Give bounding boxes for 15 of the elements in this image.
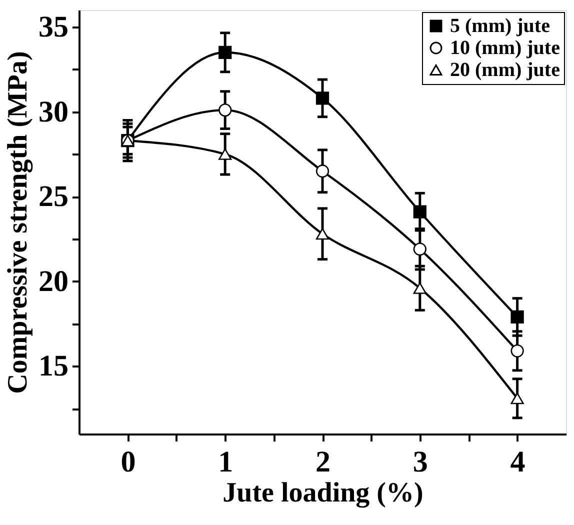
y-tick-label: 20: [38, 264, 68, 298]
legend-label: 20 (mm) jute: [450, 59, 560, 81]
y-tick-label: 25: [38, 180, 68, 214]
x-tick-label: 0: [120, 446, 136, 478]
y-tick-label: 30: [38, 95, 68, 128]
y-axis-title: Compressive strength (MPa): [2, 51, 34, 394]
y-tick-label: 35: [38, 10, 68, 44]
x-tick-label: 2: [316, 446, 330, 478]
y-tick-label: 15: [38, 350, 68, 383]
x-tick-label: 3: [412, 446, 428, 478]
x-axis-title: Jute loading (%): [222, 478, 424, 508]
legend-label: 5 (mm) jute: [450, 15, 550, 37]
x-tick-label: 4: [510, 446, 526, 478]
x-tick-label: 1: [218, 446, 234, 478]
legend-label: 10 (mm) jute: [450, 37, 560, 59]
